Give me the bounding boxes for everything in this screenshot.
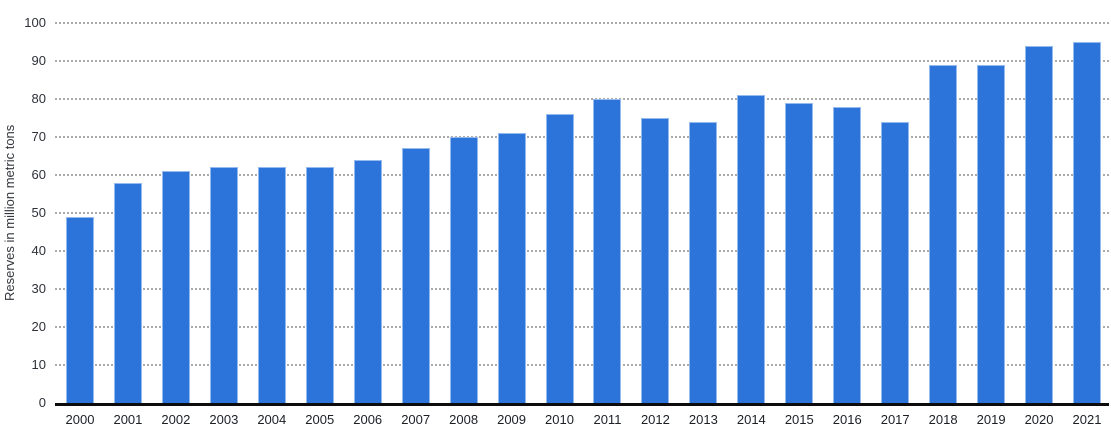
bar-2021 (1072, 42, 1101, 403)
bar-cell (344, 23, 392, 403)
bars-layer (56, 23, 1111, 403)
bar-cell (823, 23, 871, 403)
bar-2014 (737, 95, 766, 403)
y-tick-label: 70 (31, 129, 46, 144)
gridline (55, 174, 1109, 176)
bar-cell (967, 23, 1015, 403)
x-tick-label-2009: 2009 (497, 412, 527, 427)
x-tick-label-2006: 2006 (353, 412, 383, 427)
bar-2005 (305, 167, 334, 403)
y-tick-label: 30 (31, 281, 46, 296)
bar-cell (536, 23, 584, 403)
bar-cell (104, 23, 152, 403)
x-tick-label-2005: 2005 (305, 412, 335, 427)
bar-cell (631, 23, 679, 403)
bar-cell (919, 23, 967, 403)
bar-2018 (929, 64, 958, 403)
gridline (55, 212, 1109, 214)
x-tick-label-2010: 2010 (545, 412, 574, 427)
bar-cell (440, 23, 488, 403)
x-tick-label-2019: 2019 (976, 412, 1006, 427)
bar-2017 (881, 121, 910, 403)
bar-cell (56, 23, 104, 403)
bar-2015 (785, 102, 814, 403)
gridline (55, 250, 1109, 252)
x-tick-label-2012: 2012 (640, 412, 670, 427)
bar-2016 (833, 106, 862, 403)
y-tick-label: 90 (31, 53, 46, 68)
x-tick-label-2000: 2000 (65, 412, 95, 427)
bar-cell (1063, 23, 1111, 403)
x-tick-label-2015: 2015 (784, 412, 814, 427)
bar-cell (679, 23, 727, 403)
y-tick-label: 100 (24, 15, 46, 30)
y-tick-label: 20 (31, 319, 46, 334)
bar-2020 (1025, 45, 1054, 403)
bar-2010 (545, 114, 574, 403)
bar-cell (392, 23, 440, 403)
bar-2008 (449, 137, 478, 403)
bar-2007 (401, 148, 430, 403)
x-axis-tick-labels: 2000 2001 2002 2003 2004 2005 2006 2007 2008 2009… (56, 412, 1111, 427)
bar-cell (152, 23, 200, 403)
bar-cell (775, 23, 823, 403)
x-tick-label-2016: 2016 (832, 412, 862, 427)
bar-2006 (353, 159, 382, 403)
x-tick-label-2020: 2020 (1024, 412, 1054, 427)
y-tick-label: 50 (31, 205, 46, 220)
x-tick-label-2017: 2017 (880, 412, 910, 427)
gridline (55, 288, 1109, 290)
x-tick-label-2004: 2004 (257, 412, 287, 427)
bar-cell (871, 23, 919, 403)
y-tick-label: 80 (31, 91, 46, 106)
bar-cell (248, 23, 296, 403)
bar-2012 (641, 118, 670, 403)
bar-cell (296, 23, 344, 403)
bar-2013 (689, 121, 718, 403)
x-tick-label-2021: 2021 (1072, 412, 1102, 427)
bar-cell (727, 23, 775, 403)
bar-cell (488, 23, 536, 403)
gridline (55, 60, 1109, 62)
y-tick-label: 0 (38, 395, 46, 410)
x-axis-line (55, 403, 1109, 406)
bar-2019 (977, 64, 1006, 403)
x-tick-label-2001: 2001 (113, 412, 143, 427)
bar-cell (1015, 23, 1063, 403)
bar-2003 (209, 167, 238, 403)
bar-2002 (161, 171, 190, 403)
x-tick-label-2007: 2007 (401, 412, 431, 427)
gridline (55, 98, 1109, 100)
gridline (55, 364, 1109, 366)
bar-2000 (65, 216, 94, 403)
gridline (55, 326, 1109, 328)
y-tick-label: 40 (31, 243, 46, 258)
bar-2011 (593, 99, 622, 403)
x-tick-label-2011: 2011 (593, 412, 622, 427)
bar-cell (583, 23, 631, 403)
y-tick-label: 60 (31, 167, 46, 182)
x-tick-label-2003: 2003 (209, 412, 239, 427)
x-tick-label-2013: 2013 (688, 412, 718, 427)
gridline (55, 136, 1109, 138)
x-tick-label-2008: 2008 (449, 412, 479, 427)
y-tick-label: 10 (31, 357, 46, 372)
bar-2004 (257, 167, 286, 403)
x-tick-label-2018: 2018 (928, 412, 958, 427)
bar-2001 (113, 182, 142, 403)
bar-cell (200, 23, 248, 403)
gridline (55, 22, 1109, 24)
x-tick-label-2002: 2002 (161, 412, 191, 427)
x-tick-label-2014: 2014 (736, 412, 766, 427)
bar-2009 (497, 133, 526, 403)
